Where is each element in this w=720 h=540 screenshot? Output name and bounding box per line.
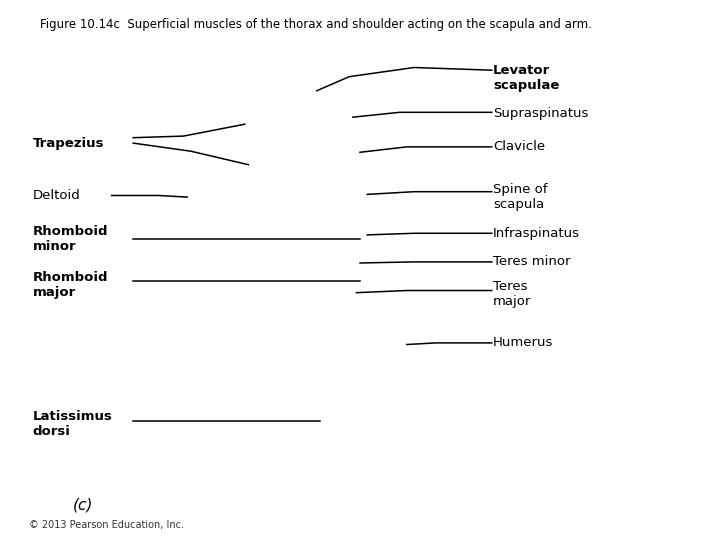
Text: Rhomboid
major: Rhomboid major: [32, 271, 108, 299]
Text: Figure 10.14c  Superficial muscles of the thorax and shoulder acting on the scap: Figure 10.14c Superficial muscles of the…: [40, 18, 591, 31]
Text: Trapezius: Trapezius: [32, 137, 104, 150]
Text: Rhomboid
minor: Rhomboid minor: [32, 225, 108, 253]
Text: Teres minor: Teres minor: [493, 255, 571, 268]
Text: © 2013 Pearson Education, Inc.: © 2013 Pearson Education, Inc.: [29, 520, 184, 530]
Text: Infraspinatus: Infraspinatus: [493, 227, 580, 240]
Text: Teres
major: Teres major: [493, 280, 531, 308]
Text: Clavicle: Clavicle: [493, 140, 545, 153]
Text: Levator
scapulae: Levator scapulae: [493, 64, 559, 92]
Text: Latissimus
dorsi: Latissimus dorsi: [32, 410, 112, 438]
Text: Spine of
scapula: Spine of scapula: [493, 183, 548, 211]
Text: Humerus: Humerus: [493, 336, 554, 349]
Text: Supraspinatus: Supraspinatus: [493, 107, 588, 120]
Text: Deltoid: Deltoid: [32, 189, 80, 202]
Text: (c): (c): [73, 497, 93, 512]
